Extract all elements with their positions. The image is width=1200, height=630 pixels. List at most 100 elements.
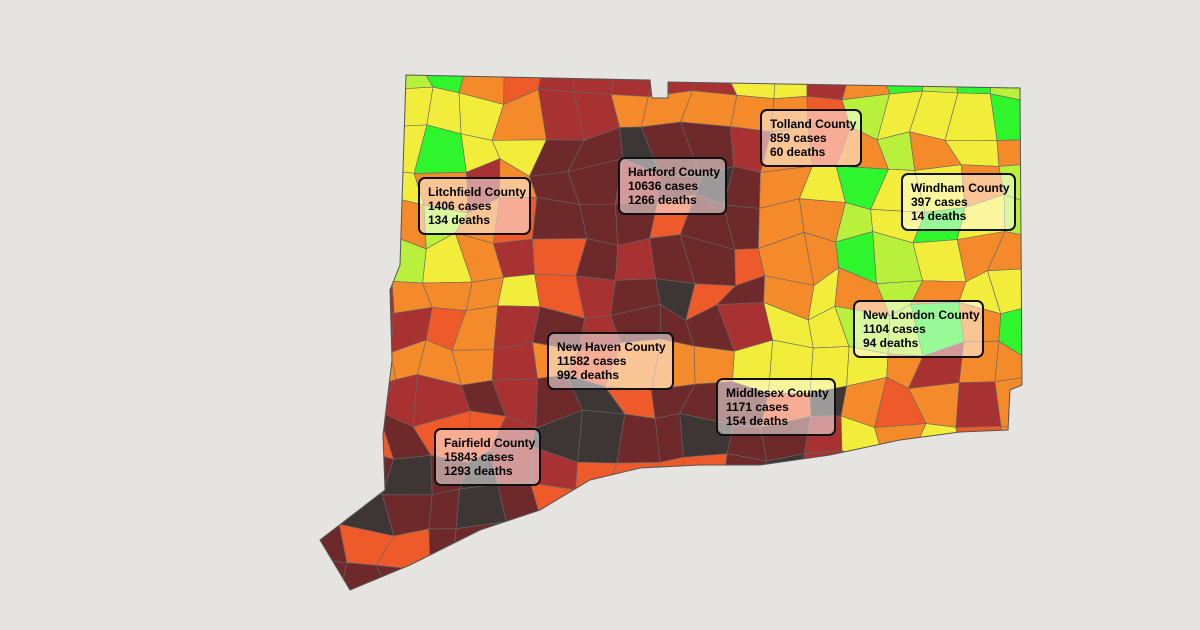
town — [879, 604, 910, 627]
town — [996, 139, 1022, 167]
town — [320, 162, 358, 212]
town — [615, 237, 656, 281]
town — [533, 600, 583, 630]
town — [688, 518, 738, 574]
town — [807, 593, 852, 630]
county-name: Hartford County — [628, 165, 720, 179]
town — [1027, 557, 1076, 610]
county-label: Hartford County 10636 cases 1266 deaths — [618, 157, 727, 215]
town — [612, 564, 653, 590]
town — [502, 559, 535, 590]
town — [731, 518, 771, 574]
town — [692, 75, 738, 96]
county-cases: 15843 cases — [444, 450, 515, 464]
town — [644, 592, 698, 629]
town — [955, 381, 1002, 428]
county-deaths: 94 deaths — [863, 336, 919, 350]
town — [884, 450, 919, 500]
town — [841, 450, 886, 499]
town — [649, 490, 693, 533]
town — [574, 589, 621, 590]
county-deaths: 134 deaths — [428, 213, 491, 227]
county-label: Litchfield County 1406 cases 134 deaths — [418, 177, 531, 235]
town — [722, 485, 771, 539]
county-name: New London County — [863, 308, 980, 322]
town — [695, 592, 737, 630]
town — [320, 558, 348, 590]
town — [996, 457, 1022, 498]
county-label: New London County 1104 cases 94 deaths — [853, 300, 984, 358]
town — [339, 89, 398, 127]
county-cases: 859 cases — [770, 131, 827, 145]
town — [802, 450, 845, 494]
town — [428, 488, 460, 530]
county-label: New Haven County 11582 cases 992 deaths — [547, 332, 674, 390]
town — [839, 522, 884, 567]
town — [533, 531, 579, 562]
town — [1025, 164, 1080, 212]
town — [1024, 305, 1080, 357]
town — [604, 490, 658, 529]
town — [757, 485, 812, 538]
town — [806, 566, 852, 590]
town — [922, 75, 959, 94]
town — [455, 484, 507, 530]
town — [320, 416, 357, 453]
county-cases: 397 cases — [911, 195, 968, 209]
town — [1038, 268, 1080, 316]
town — [913, 450, 961, 500]
town — [910, 597, 949, 630]
town — [429, 559, 456, 590]
town — [643, 564, 696, 590]
town — [320, 123, 344, 172]
town — [502, 521, 546, 563]
town — [1027, 530, 1076, 560]
town — [375, 565, 435, 590]
town — [802, 485, 845, 532]
town — [313, 605, 341, 630]
town — [343, 75, 392, 97]
county-deaths: 14 deaths — [911, 209, 967, 223]
county-cases: 10636 cases — [628, 179, 699, 193]
town — [997, 523, 1022, 559]
county-cases: 1406 cases — [428, 199, 492, 213]
town — [428, 528, 457, 572]
town — [772, 593, 808, 630]
town — [377, 374, 418, 428]
town — [452, 559, 512, 590]
county-deaths: 1266 deaths — [628, 193, 697, 207]
town — [997, 556, 1022, 590]
town — [341, 280, 395, 314]
county-deaths: 1293 deaths — [444, 464, 513, 478]
town — [1038, 61, 1075, 103]
county-cases: 11582 cases — [557, 354, 627, 368]
county-label: Fairfield County 15843 cases 1293 deaths — [434, 428, 541, 486]
town — [572, 75, 619, 95]
county-name: Middlesex County — [726, 386, 829, 400]
town — [688, 566, 738, 590]
town — [998, 304, 1022, 358]
town — [532, 559, 584, 590]
town — [566, 561, 621, 590]
town — [680, 487, 733, 533]
town — [340, 123, 398, 170]
town — [337, 605, 395, 630]
town — [393, 591, 434, 630]
town — [604, 589, 651, 590]
town — [320, 484, 342, 525]
town — [986, 598, 1032, 630]
county-name: Windham County — [911, 181, 1010, 195]
county-deaths: 60 deaths — [770, 145, 826, 159]
town — [811, 521, 844, 568]
town — [320, 91, 350, 131]
town — [1000, 425, 1022, 459]
town — [651, 527, 693, 567]
town — [348, 310, 395, 354]
town — [1024, 339, 1080, 376]
county-cases: 1104 cases — [863, 322, 926, 336]
town — [320, 378, 359, 424]
county-name: New Haven County — [557, 340, 666, 354]
town — [338, 196, 390, 233]
